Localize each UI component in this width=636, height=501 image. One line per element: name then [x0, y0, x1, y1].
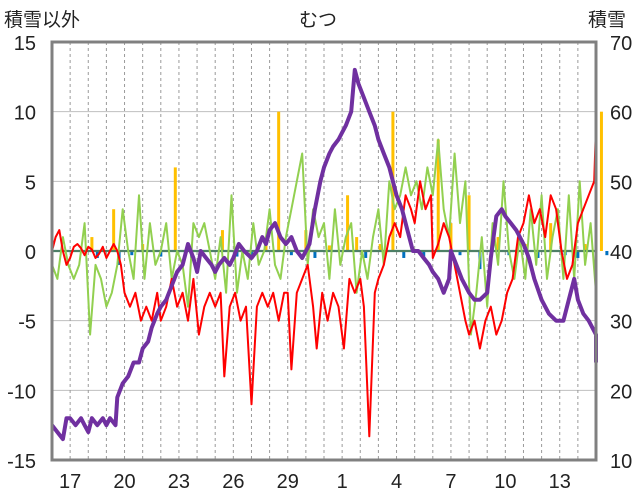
- x-tick-label: 17: [59, 471, 81, 493]
- right-tick-label: 20: [610, 381, 632, 403]
- precip-bar: [496, 237, 500, 251]
- left-tick-label: -10: [7, 381, 36, 403]
- precip-bar: [277, 111, 281, 252]
- left-tick-label: -15: [7, 451, 36, 473]
- precip-bar: [576, 251, 580, 258]
- x-tick-label: 4: [391, 471, 402, 493]
- left-tick-label: -5: [18, 312, 36, 334]
- left-axis-title: 積雪以外: [4, 9, 80, 31]
- precip-bar: [355, 237, 359, 251]
- x-tick-label: 23: [168, 471, 190, 493]
- series-lines: [50, 67, 598, 442]
- precip-bar: [605, 251, 609, 256]
- left-tick-label: 10: [14, 103, 36, 125]
- precip-bar: [422, 251, 426, 257]
- x-tick-label: 26: [222, 471, 244, 493]
- precip-bar: [583, 244, 587, 251]
- right-tick-label: 30: [610, 312, 632, 334]
- precip-bar: [249, 251, 253, 258]
- precip-bar: [313, 251, 317, 258]
- precip-bar: [449, 223, 453, 251]
- right-tick-label: 50: [610, 172, 632, 194]
- right-tick-label: 10: [610, 451, 632, 473]
- temperature-line: [51, 124, 597, 438]
- x-tick-label: 20: [113, 471, 135, 493]
- precip-bar: [378, 244, 382, 251]
- chart-title: むつ: [299, 10, 337, 31]
- x-tick-label: 1: [337, 471, 348, 493]
- left-tick-labels: 15 10 5 0 -5 -10 -15: [7, 33, 36, 473]
- left-tick-label: 15: [14, 33, 36, 55]
- precip-bar: [327, 245, 331, 251]
- precip-bar: [130, 251, 134, 256]
- left-tick-label: 0: [25, 242, 36, 264]
- snow-depth-line: [50, 67, 598, 442]
- right-tick-labels: 70 60 50 40 30 20 10: [610, 33, 632, 473]
- precip-bar: [599, 111, 603, 252]
- precip-bar: [264, 242, 268, 251]
- x-tick-label: 13: [549, 471, 571, 493]
- plot-frame: [50, 40, 598, 462]
- right-tick-label: 60: [610, 103, 632, 125]
- left-tick-label: 5: [25, 172, 36, 194]
- precip-bar: [90, 237, 94, 251]
- x-tick-label: 29: [277, 471, 299, 493]
- right-axis-title: 積雪: [588, 9, 626, 31]
- frame-border: [50, 40, 598, 462]
- right-tick-label: 70: [610, 33, 632, 55]
- precip-bar: [346, 195, 350, 251]
- precip-bar: [467, 195, 471, 251]
- precip-bar: [289, 251, 293, 256]
- precip-bar: [458, 251, 462, 256]
- x-tick-labels: 17 20 23 26 29 1 4 7 10 13: [59, 471, 571, 493]
- grid: [52, 42, 596, 460]
- precip-bar: [364, 251, 368, 258]
- precip-bar: [436, 139, 440, 251]
- x-tick-label: 7: [445, 471, 456, 493]
- precip-bar: [549, 223, 553, 251]
- precip-bar: [220, 230, 224, 251]
- temperature-change-line: [51, 138, 597, 336]
- right-tick-label: 40: [610, 242, 632, 264]
- precip-bar: [159, 251, 163, 257]
- precip-bar: [173, 167, 177, 251]
- precip-bar: [402, 251, 406, 258]
- x-tick-label: 10: [494, 471, 516, 493]
- precip-bar: [112, 209, 116, 251]
